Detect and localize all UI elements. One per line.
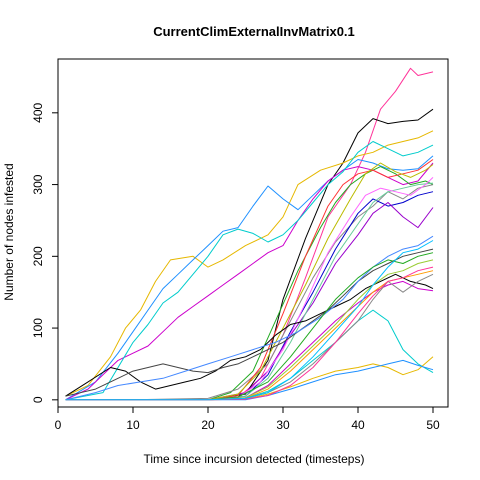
series-line-12 (65, 162, 434, 401)
y-tick-label: 300 (31, 174, 45, 194)
y-axis-label: Number of nodes infested (2, 163, 16, 300)
series-line-16 (65, 248, 434, 397)
series-layer (65, 67, 434, 401)
chart-title: CurrentClimExternalInvMatrix0.1 (153, 24, 355, 39)
series-line-6 (65, 141, 434, 401)
series-line-15 (65, 273, 434, 397)
axis-layer: 0 10 20 30 40 50 0 100 200 300 400 (31, 102, 440, 432)
x-tick-label: 20 (201, 418, 215, 432)
series-line-8 (65, 184, 434, 401)
series-line-2 (65, 108, 434, 401)
x-tick-label: 50 (426, 418, 440, 432)
series-line-27 (65, 240, 434, 401)
series-line-4 (65, 155, 434, 401)
series-line-3 (65, 130, 434, 397)
y-tick-label: 100 (31, 318, 45, 338)
x-tick-label: 0 (55, 418, 62, 432)
y-tick-label: 200 (31, 246, 45, 266)
series-line-7 (65, 166, 434, 401)
y-tick-label: 0 (31, 396, 45, 403)
x-tick-label: 10 (126, 418, 140, 432)
y-tick-label: 400 (31, 102, 45, 122)
series-line-21 (65, 259, 434, 401)
series-line-18 (65, 252, 434, 401)
x-tick-label: 30 (276, 418, 290, 432)
series-line-17 (65, 235, 434, 401)
x-axis-label: Time since incursion detected (timesteps… (144, 452, 365, 466)
series-line-10 (65, 191, 434, 401)
x-tick-label: 40 (351, 418, 365, 432)
